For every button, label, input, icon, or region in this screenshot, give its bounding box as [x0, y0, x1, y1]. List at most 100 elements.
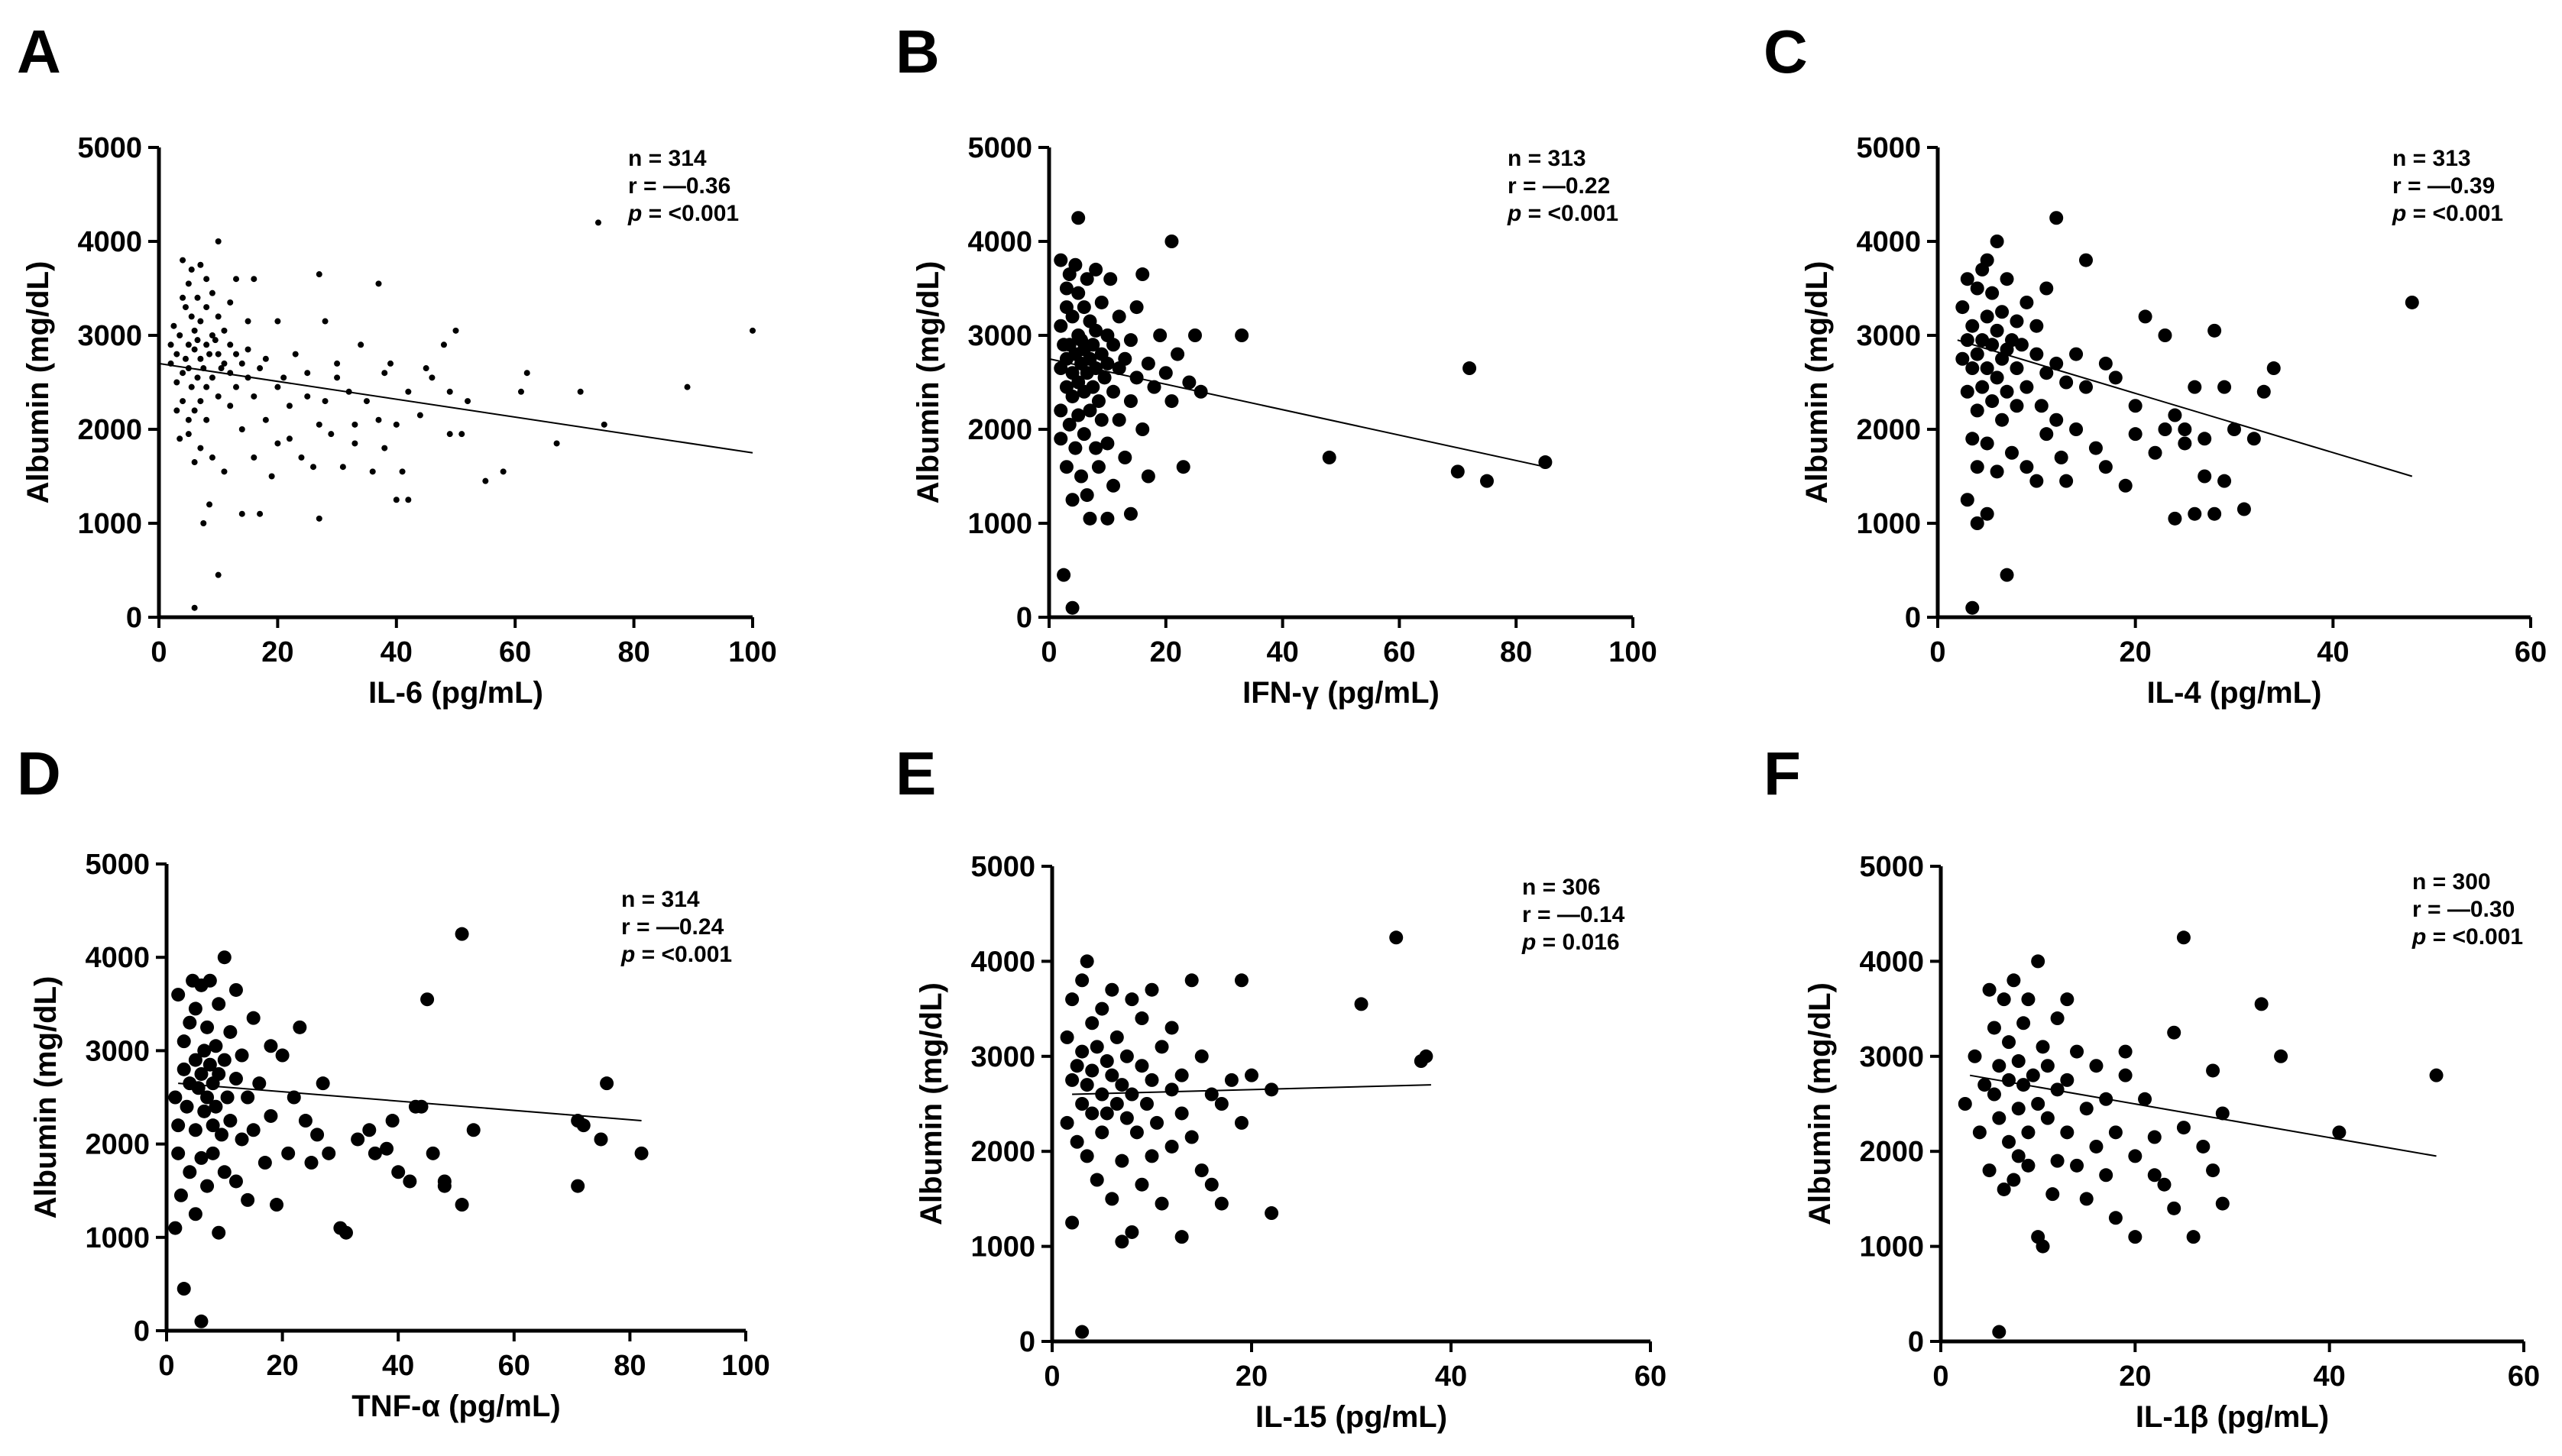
data-point [1074, 469, 1089, 484]
data-point [1065, 1215, 1080, 1230]
data-point [238, 426, 245, 432]
data-point [262, 355, 269, 362]
data-point [2079, 1192, 2094, 1206]
data-point [1062, 417, 1077, 432]
panel-e: E 0 20 40 60 0 1000 2000 3000 4000 5000 IL-15 (pg/… [896, 739, 1666, 1434]
data-point [180, 398, 186, 405]
data-point [1068, 441, 1083, 455]
data-point [437, 1179, 452, 1193]
data-point [1125, 1225, 1139, 1239]
data-point [1960, 493, 1974, 507]
data-point [182, 304, 189, 311]
data-point [446, 388, 453, 395]
data-point [227, 370, 234, 377]
data-point [2256, 384, 2271, 399]
data-point [2045, 1187, 2060, 1202]
data-point [2196, 1139, 2211, 1153]
data-point [1980, 436, 1994, 451]
data-point [185, 280, 192, 287]
stat-r: r = —0.24 [621, 914, 724, 940]
data-point [191, 407, 198, 414]
data-point [197, 318, 204, 325]
data-point [1065, 493, 1080, 507]
data-point [1103, 272, 1118, 286]
data-point [338, 1225, 353, 1240]
data-point [369, 468, 376, 475]
data-point [171, 988, 186, 1002]
x-axis-label: IL-1β (pg/mL) [2136, 1400, 2329, 1434]
y-tick-label: 3000 [970, 1041, 1035, 1073]
data-point [1100, 1054, 1114, 1069]
data-point [2079, 253, 2093, 267]
y-tick-label: 4000 [85, 942, 150, 974]
y-axis-label: Albumin (mg/dL) [1800, 261, 1834, 504]
y-tick-label: 1000 [1856, 508, 1921, 540]
data-point [203, 383, 210, 390]
x-tick-label: 40 [1266, 636, 1298, 668]
data-point [594, 1132, 608, 1147]
data-point [1538, 455, 1553, 470]
x-tick-label: 60 [499, 636, 531, 668]
data-point [1085, 1063, 1100, 1078]
data-point [1174, 1106, 1189, 1121]
data-point [601, 421, 607, 428]
data-point [1065, 309, 1080, 324]
stat-p-value: = <0.001 [642, 201, 739, 226]
y-tick-label: 4000 [1856, 226, 1921, 258]
data-point [1054, 319, 1068, 333]
data-point [274, 318, 281, 325]
data-point [2147, 1130, 2162, 1144]
data-point [1077, 427, 1091, 442]
x-axis-label: TNF-α (pg/mL) [351, 1390, 560, 1423]
data-point [257, 1156, 272, 1170]
data-point [2158, 422, 2172, 436]
data-point [167, 360, 174, 367]
data-point [334, 374, 341, 381]
y-tick-label: 5000 [1856, 132, 1921, 164]
data-point [2227, 422, 2241, 436]
data-point [293, 1020, 307, 1034]
x-tick-label: 60 [2515, 636, 2547, 668]
data-point [2206, 1063, 2220, 1078]
data-point [1086, 338, 1100, 352]
data-point [345, 388, 352, 395]
data-point [393, 497, 400, 503]
data-point [1164, 1082, 1179, 1097]
data-point [180, 257, 186, 264]
data-point [2089, 1059, 2104, 1073]
panel-c: C 0 20 40 60 0 1000 2000 3000 4000 5000 IL-4 (pg/m… [1764, 18, 2547, 710]
data-point [571, 1179, 585, 1193]
data-point [440, 341, 447, 348]
data-point [2016, 1016, 2031, 1031]
data-point [2167, 1025, 2181, 1040]
data-point [235, 1048, 249, 1063]
data-point [1970, 516, 1984, 530]
data-point [2138, 309, 2152, 324]
y-tick-label: 2000 [967, 414, 1032, 446]
data-point [280, 374, 287, 381]
data-point [1094, 413, 1109, 427]
data-point [381, 445, 388, 451]
data-point [173, 1188, 188, 1202]
stat-n: n = 300 [2412, 869, 2491, 895]
data-point [1982, 982, 1997, 997]
data-point [2050, 1082, 2065, 1097]
data-point [1129, 300, 1144, 315]
data-point [180, 370, 186, 377]
data-point [246, 1123, 261, 1137]
data-point [351, 440, 358, 447]
stat-p: p = <0.001 [620, 942, 732, 967]
data-point [466, 1123, 481, 1137]
panel-letter-c: C [1764, 18, 1808, 86]
x-tick-label: 60 [2508, 1361, 2540, 1393]
data-point [358, 341, 364, 348]
data-point [1085, 1016, 1100, 1031]
y-tick-label: 4000 [967, 226, 1032, 258]
data-point [1075, 1097, 1090, 1111]
data-point [576, 1118, 591, 1133]
x-axis-label: IFN-γ (pg/mL) [1242, 676, 1440, 710]
data-point [194, 374, 201, 381]
data-point [233, 351, 240, 358]
data-point [1980, 253, 1994, 267]
x-tick-label: 40 [1435, 1361, 1467, 1393]
